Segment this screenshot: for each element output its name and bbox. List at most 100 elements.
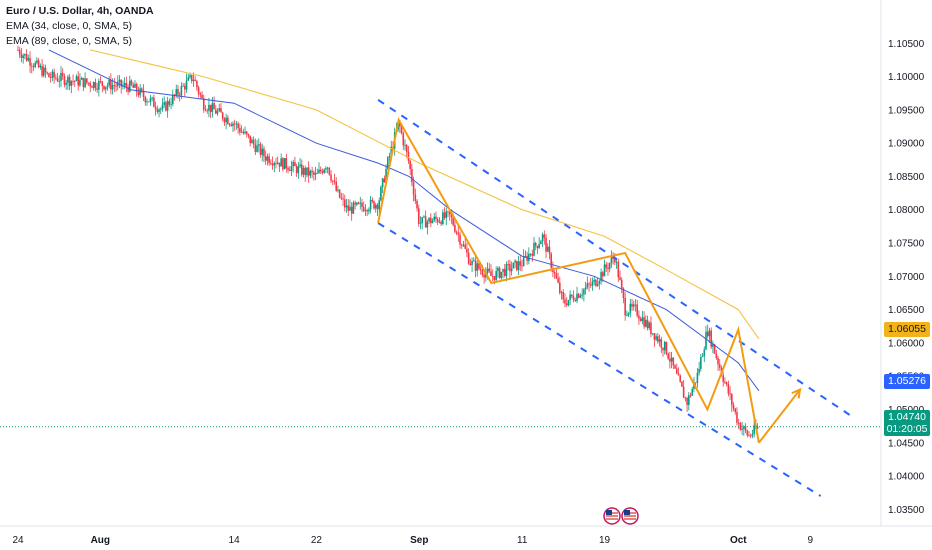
candle-body [310, 171, 312, 176]
candle-body [193, 80, 195, 81]
candle-body [643, 317, 645, 326]
candle-body [244, 132, 246, 134]
candle-body [248, 134, 250, 136]
flag-canton [624, 510, 630, 515]
candle-body [325, 168, 327, 169]
candle-body [654, 333, 656, 339]
candle-body [148, 101, 150, 102]
candle-body [26, 54, 28, 61]
price-tick-label: 1.10000 [888, 72, 925, 83]
candle-body [115, 86, 117, 87]
time-tick-label: Sep [410, 535, 428, 546]
candle-body [741, 429, 743, 430]
candle-body [476, 263, 478, 271]
candle-body [447, 211, 449, 212]
candle-body [107, 85, 109, 86]
candle-body [358, 203, 360, 204]
candle-body [64, 76, 66, 85]
candle-body [678, 373, 680, 375]
candle-body [734, 408, 736, 412]
candle-body [65, 83, 67, 85]
candle-body [382, 179, 384, 187]
candle-body [363, 207, 365, 211]
time-axis: 24Aug1422Sep1119Oct923Nov [12, 535, 932, 546]
candle-body [91, 86, 93, 87]
candle-body [710, 331, 712, 347]
candle-body [375, 205, 377, 209]
candle-body [719, 364, 721, 367]
candle-body [28, 58, 30, 60]
candle-body [724, 382, 726, 383]
candle-body [748, 435, 750, 436]
candle-body [186, 80, 188, 89]
candle-body [638, 316, 640, 319]
candle-body [55, 77, 57, 78]
candle-body [43, 68, 45, 76]
candle-body [41, 66, 43, 76]
candle-body [617, 262, 619, 278]
candle-body [346, 205, 348, 207]
candle-body [67, 77, 69, 83]
candle-body [516, 261, 518, 270]
candle-body [213, 103, 215, 109]
candle-body [495, 271, 497, 280]
candle-body [633, 305, 635, 307]
candle-body [40, 66, 42, 67]
candle-body [34, 63, 36, 67]
candle-body [289, 170, 291, 171]
symbol-title[interactable]: Euro / U.S. Dollar, 4h, OANDA [6, 4, 154, 19]
price-tick-label: 1.09000 [888, 139, 925, 150]
candle-body [323, 169, 325, 172]
candle-body [24, 54, 26, 55]
candle-body [298, 166, 300, 173]
candle-body [179, 95, 181, 96]
candle-body [752, 434, 754, 436]
candle-body [79, 80, 81, 86]
candle-body [71, 81, 73, 86]
price-tick-label: 1.08000 [888, 205, 925, 216]
candle-body [630, 304, 632, 313]
candle-body [506, 264, 508, 276]
candle-body [280, 158, 282, 166]
candle-body [21, 54, 23, 57]
candle-body [167, 101, 169, 110]
time-tick-label: 11 [517, 535, 528, 546]
candle-body [351, 207, 353, 214]
candle-body [215, 109, 217, 113]
candle-body [212, 103, 214, 112]
candle-body [272, 164, 274, 166]
candle-body [255, 144, 257, 152]
candle-body [733, 405, 735, 409]
candle-body [686, 398, 688, 405]
candle-body [726, 382, 728, 384]
candle-body [607, 268, 609, 269]
ema-fast-label[interactable]: EMA (34, close, 0, SMA, 5) [6, 19, 154, 34]
ema-slow-label[interactable]: EMA (89, close, 0, SMA, 5) [6, 34, 154, 49]
candle-body [628, 313, 630, 315]
candle-body [378, 200, 380, 209]
candle-body [108, 80, 110, 85]
candle-body [535, 243, 537, 246]
candle-body [303, 168, 305, 175]
ema-89-line [90, 50, 759, 339]
candle-body [322, 171, 324, 173]
candle-body [110, 80, 112, 90]
candle-body [635, 305, 637, 306]
candle-body [103, 86, 105, 89]
candle-body [222, 113, 224, 119]
candle-body [356, 203, 358, 205]
candle-body [585, 287, 587, 289]
candle-body [736, 412, 738, 423]
candle-body [205, 110, 207, 111]
candle-body [134, 84, 136, 88]
candle-body [304, 168, 306, 175]
candle-body [334, 181, 336, 182]
candle-body [487, 269, 489, 273]
candle-body [430, 218, 432, 223]
price-tick-label: 1.06000 [888, 338, 925, 349]
candle-body [408, 152, 410, 161]
candle-body [50, 77, 52, 78]
candle-body [576, 294, 578, 301]
candle-body [580, 296, 582, 298]
